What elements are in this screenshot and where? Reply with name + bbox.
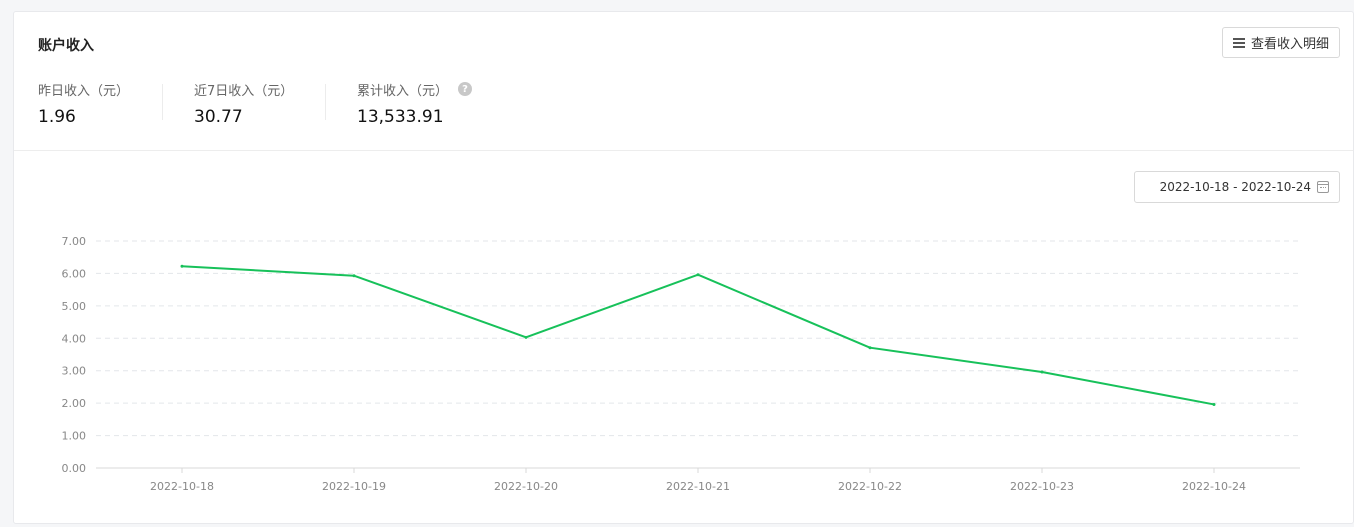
data-point: [180, 264, 184, 268]
x-tick-label: 2022-10-24: [1182, 480, 1246, 493]
date-range-value: 2022-10-18 - 2022-10-24: [1159, 180, 1311, 194]
view-income-detail-button[interactable]: 查看收入明细: [1222, 27, 1340, 58]
y-tick-label: 3.00: [62, 365, 87, 378]
x-tick-label: 2022-10-21: [666, 480, 730, 493]
stat-divider: [325, 84, 326, 120]
menu-icon: [1232, 37, 1245, 48]
y-tick-label: 7.00: [62, 235, 87, 248]
x-tick-label: 2022-10-18: [150, 480, 214, 493]
date-range-picker[interactable]: 2022-10-18 - 2022-10-24: [1134, 171, 1340, 203]
x-tick-label: 2022-10-20: [494, 480, 558, 493]
stat-value: 13,533.91: [357, 107, 444, 127]
income-series-line: [181, 265, 1215, 406]
stat-label: 近7日收入（元）: [194, 84, 294, 99]
y-tick-label: 1.00: [62, 430, 87, 443]
data-point: [696, 273, 700, 277]
data-point: [1040, 370, 1044, 374]
stat-yesterday: 昨日收入（元） 1.96: [38, 80, 129, 127]
calendar-icon: [1317, 181, 1329, 193]
y-tick-label: 6.00: [62, 267, 87, 280]
x-tick-label: 2022-10-19: [322, 480, 386, 493]
y-tick-label: 2.00: [62, 397, 87, 410]
stat-value: 1.96: [38, 107, 76, 127]
y-tick-label: 0.00: [62, 462, 87, 475]
stat-label: 昨日收入（元）: [38, 84, 130, 99]
stat-last-7-days: 近7日收入（元） 30.77: [194, 80, 293, 127]
data-point: [524, 335, 528, 339]
y-tick-label: 4.00: [62, 332, 87, 345]
card-title: 账户收入: [38, 38, 94, 54]
section-divider: [14, 150, 1353, 151]
view-income-detail-label: 查看收入明细: [1250, 37, 1329, 52]
stat-total: 累计收入（元） 13,533.91: [357, 80, 448, 127]
stat-divider: [162, 84, 163, 120]
x-tick-label: 2022-10-22: [838, 480, 902, 493]
question-circle-icon[interactable]: ?: [458, 82, 472, 96]
data-point: [868, 346, 872, 350]
stat-value: 30.77: [194, 107, 243, 127]
data-point: [352, 274, 356, 278]
y-tick-label: 5.00: [62, 300, 87, 313]
income-line-chart: 0.00 1.00 2.00 3.00 4.00 5.00 6.00 7.00 2022-10-…: [62, 235, 1300, 493]
x-tick-label: 2022-10-23: [1010, 480, 1074, 493]
income-card: 账户收入 查看收入明细 昨日收入（元） 1.96 近7日收入（元） 30.77 …: [13, 11, 1354, 524]
data-point: [1212, 402, 1216, 406]
stat-label: 累计收入（元）: [357, 84, 449, 99]
